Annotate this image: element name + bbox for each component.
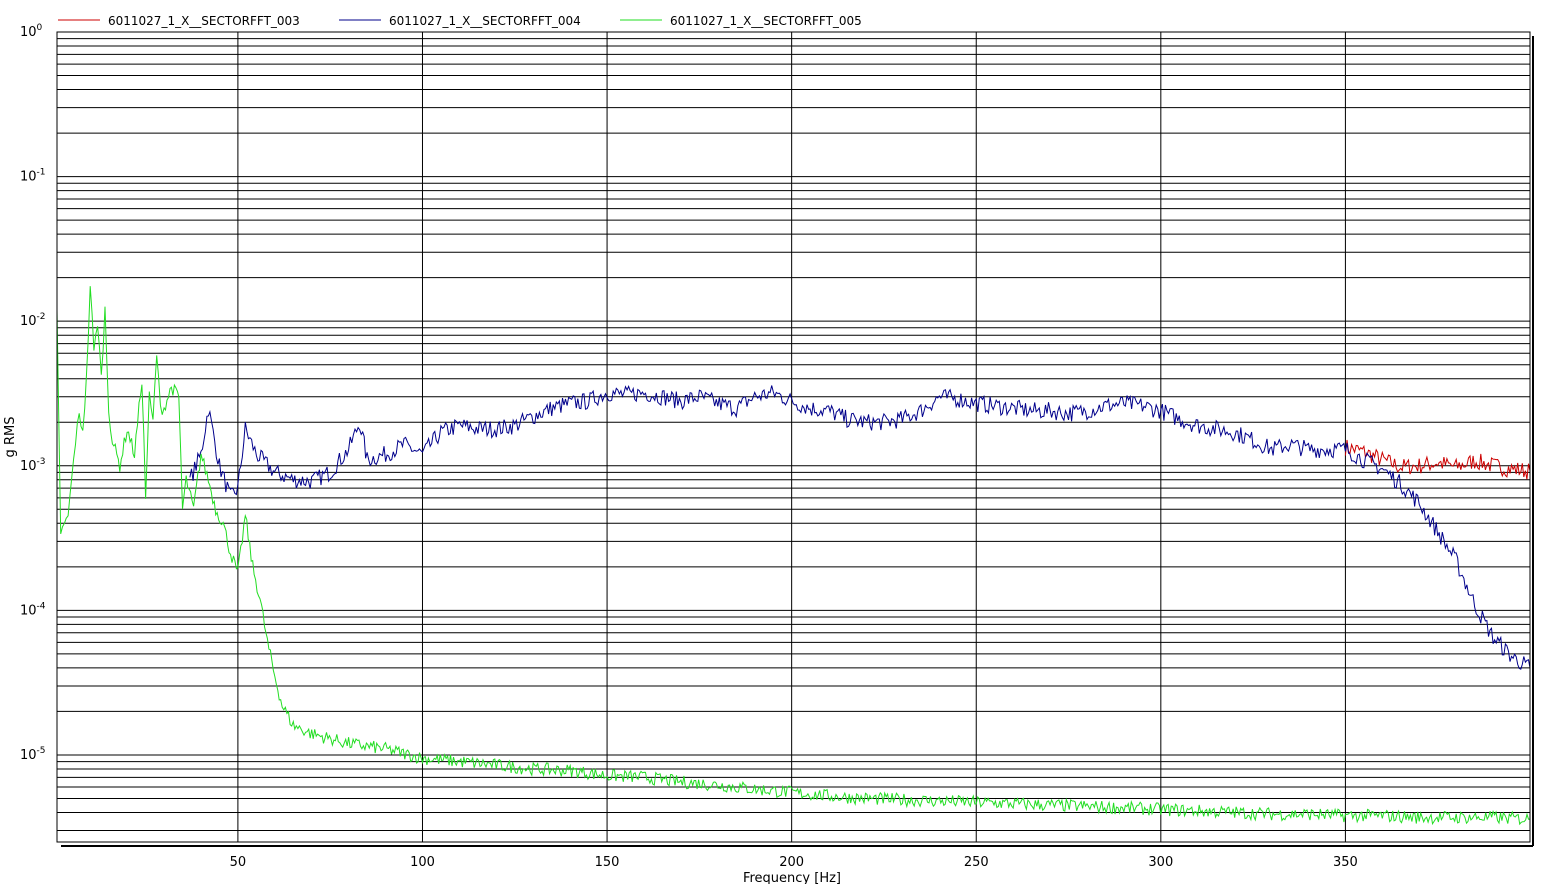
y-tick-label: 10-4 xyxy=(20,601,46,618)
legend-label: 6011027_1_X__SECTORFFT_005 xyxy=(670,14,862,28)
grid xyxy=(57,32,1530,842)
series-line-3 xyxy=(56,286,1531,826)
series-layer xyxy=(56,286,1531,826)
x-tick-label: 300 xyxy=(1148,855,1173,870)
legend-label: 6011027_1_X__SECTORFFT_003 xyxy=(108,14,300,28)
legend-label: 6011027_1_X__SECTORFFT_004 xyxy=(389,14,581,28)
x-tick-label: 200 xyxy=(779,855,804,870)
x-axis-label: Frequency [Hz] xyxy=(743,871,841,884)
y-tick-label: 10-1 xyxy=(20,168,46,185)
y-axis-ticks: 100 10-1 10-2 10-3 10-4 10-5 xyxy=(20,23,46,763)
x-tick-label: 100 xyxy=(410,855,435,870)
series-line-2 xyxy=(189,385,1531,670)
x-tick-label: 350 xyxy=(1333,855,1358,870)
y-tick-label: 10-3 xyxy=(20,457,46,474)
y-tick-label: 10-2 xyxy=(20,312,46,329)
x-tick-label: 250 xyxy=(964,855,989,870)
legend: 6011027_1_X__SECTORFFT_003 6011027_1_X__S… xyxy=(58,14,862,28)
x-axis-ticks: 50 100 150 200 250 300 350 xyxy=(230,855,1358,870)
y-tick-label: 10-5 xyxy=(20,746,46,763)
x-tick-label: 50 xyxy=(230,855,247,870)
x-tick-label: 150 xyxy=(595,855,620,870)
series-line-1 xyxy=(1344,439,1531,480)
y-axis-label: g RMS xyxy=(3,417,18,458)
y-tick-label: 100 xyxy=(20,23,43,40)
plot-frame xyxy=(56,31,1531,843)
